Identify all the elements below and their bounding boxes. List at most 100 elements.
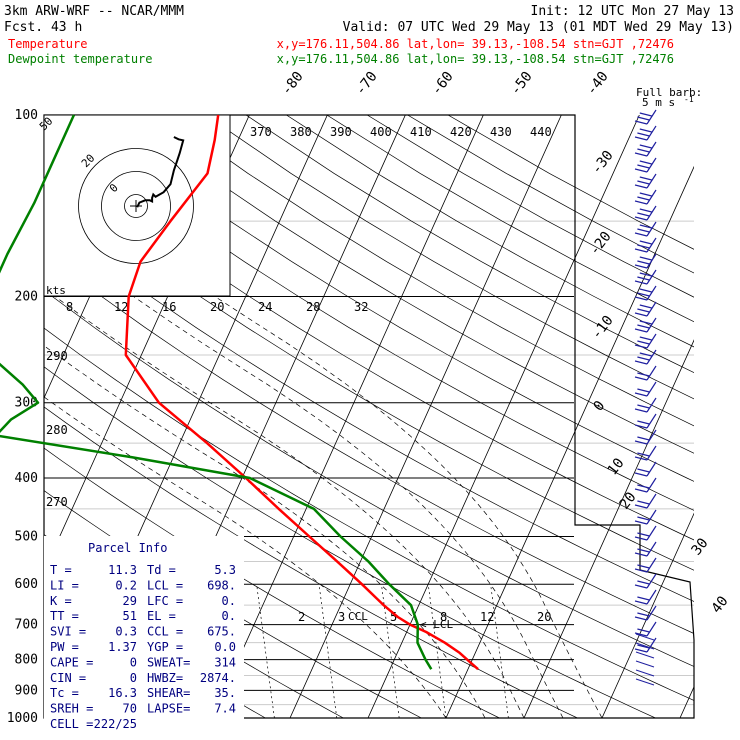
parcel-info-cell: 0 <box>130 655 137 669</box>
theta-lower-label: 290 <box>46 349 68 363</box>
wind-barb-flag <box>637 404 650 409</box>
wind-barb-flag <box>639 176 652 181</box>
moist-adiabat <box>44 345 486 718</box>
parcel-info-cell: T = <box>50 563 72 577</box>
wind-barb-staff <box>646 445 657 461</box>
wind-barb-staff <box>646 397 657 413</box>
legend-temperature-info: x,y=176.11,504.86 lat,lon= 39.13,-108.54… <box>277 37 674 51</box>
wind-barb-flag <box>634 344 648 349</box>
parcel-info-cell: 70 <box>123 702 137 716</box>
wind-barb-flag <box>634 248 648 253</box>
wind-barb-flag <box>639 160 652 165</box>
wind-barb-lower <box>635 651 655 659</box>
dry-adiabat <box>44 216 694 602</box>
wind-barb-flag <box>637 628 650 633</box>
wind-barb-flag <box>634 376 648 381</box>
wind-barb-lower <box>635 678 655 686</box>
pressure-label: 1000 <box>7 711 38 726</box>
parcel-info-cell: 35. <box>214 686 236 700</box>
parcel-info-cell: HWBZ= <box>147 671 183 685</box>
dry-adiabat <box>205 115 694 400</box>
wind-barb-flag <box>637 196 650 201</box>
parcel-info-cell: EL = <box>147 609 176 623</box>
wind-barb-flag <box>637 340 650 345</box>
parcel-info-cell: YGP = <box>147 640 183 654</box>
wind-barb-staff <box>646 589 657 605</box>
wind-barb-flag <box>634 312 648 317</box>
parcel-info-cell: Tc = <box>50 686 79 700</box>
isotherm-line <box>601 512 694 718</box>
wind-barb-flag <box>634 632 648 637</box>
wind-barb-staff <box>646 573 657 589</box>
theta-label: 420 <box>450 125 472 139</box>
wind-barb-staff <box>646 317 657 333</box>
wind-barb-flag <box>637 372 650 377</box>
dry-adiabat <box>124 115 694 454</box>
isotherm-label: -80 <box>279 69 307 99</box>
wind-barb-staff <box>646 413 657 429</box>
mixing-ratio-label: 12 <box>480 610 494 624</box>
parcel-info-cell: SWEAT= <box>147 655 190 669</box>
wind-barb-flag <box>634 216 648 221</box>
wind-barb-flag <box>637 276 650 281</box>
wind-barb-flag <box>639 224 652 229</box>
barb-legend-line1: Full barb: <box>636 86 702 99</box>
wind-barb-flag <box>634 232 648 237</box>
wind-barb-staff <box>646 253 657 269</box>
parcel-info-cell: 0 <box>130 671 137 685</box>
wind-barb-flag <box>634 328 648 333</box>
legend-dewpoint-info: x,y=176.11,504.86 lat,lon= 39.13,-108.54… <box>277 52 674 66</box>
wind-barb-flag <box>634 408 648 413</box>
hodo-speed-label: 8 <box>66 300 73 314</box>
wind-barb-staff <box>646 605 657 621</box>
hodograph-ring <box>78 148 194 264</box>
parcel-info-cell: 0.3 <box>115 625 137 639</box>
wind-barb-flag <box>634 168 648 173</box>
wind-barb-flag <box>637 308 650 313</box>
isotherm-label: 10 <box>605 455 628 478</box>
pressure-label: 200 <box>15 290 38 305</box>
parcel-info-cell: LFC = <box>147 594 183 608</box>
parcel-info-cell: K = <box>50 594 72 608</box>
wind-barb-flag <box>637 420 650 425</box>
parcel-info-cell: PW = <box>50 640 79 654</box>
mixing-ratio-line <box>318 584 338 718</box>
wind-barb-staff <box>646 493 657 509</box>
isotherm-label: -50 <box>508 69 536 99</box>
parcel-info-cell: CELL = <box>50 717 93 731</box>
parcel-info-cell: LCL = <box>147 578 183 592</box>
wind-barb-staff <box>646 173 657 189</box>
wind-barb-staff <box>646 349 657 365</box>
wind-barb-flag <box>637 132 650 137</box>
wind-barb-staff <box>646 221 657 237</box>
parcel-info-cell: LAPSE= <box>147 702 190 716</box>
theta-lower-label: 280 <box>46 423 68 437</box>
parcel-info-title: Parcel Info <box>88 541 167 555</box>
wind-barb-staff <box>646 381 657 397</box>
pressure-label: 400 <box>15 471 38 486</box>
parcel-info-cell: 5.3 <box>214 563 236 577</box>
parcel-info-cell: SREH = <box>50 702 93 716</box>
parcel-info-cell: 0. <box>222 609 236 623</box>
wind-barb-flag <box>639 144 652 149</box>
wind-barb-flag <box>637 148 650 153</box>
parcel-info-cell: 16.3 <box>108 686 137 700</box>
wind-barb-flag <box>634 120 648 125</box>
isotherm-line <box>523 339 694 718</box>
wind-barb-flag <box>637 452 650 457</box>
wind-barb-staff <box>646 205 657 221</box>
wind-barb-flag <box>634 424 648 429</box>
parcel-info-cell: 0. <box>222 594 236 608</box>
wind-barb-flag <box>634 392 648 397</box>
parcel-info-cell: 222/25 <box>94 717 137 731</box>
wind-barb-lower <box>635 633 655 641</box>
wind-barb-flag <box>637 436 650 441</box>
legend-dewpoint-label: Dewpoint temperature <box>8 52 153 66</box>
wind-barb-flag <box>637 292 650 297</box>
isotherm-label: -10 <box>589 313 617 343</box>
wind-barb-flag <box>637 548 650 553</box>
wind-barb-flag <box>637 564 650 569</box>
dry-adiabat <box>286 115 694 348</box>
pressure-label: 700 <box>15 618 38 633</box>
